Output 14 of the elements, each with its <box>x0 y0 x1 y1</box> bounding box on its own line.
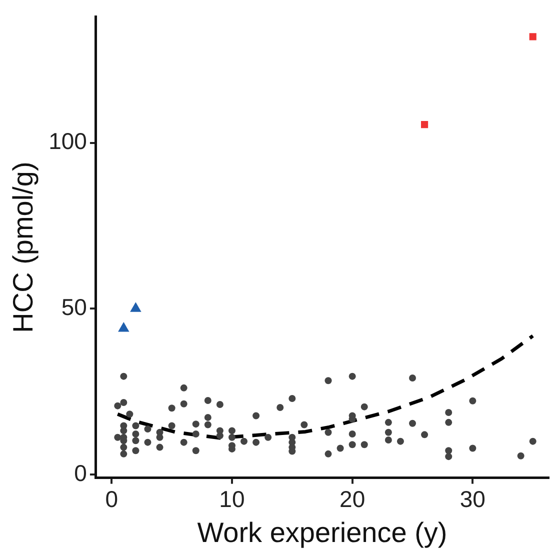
y-axis-title: HCC (pmol/g) <box>8 162 39 333</box>
x-tick-label: 20 <box>340 486 366 512</box>
y-tick-label: 0 <box>74 460 87 486</box>
y-tick-label: 100 <box>48 128 87 154</box>
x-axis-title: Work experience (y) <box>197 516 448 548</box>
y-tick-label: 50 <box>61 294 87 320</box>
line-series <box>116 334 535 440</box>
x-tick-label: 0 <box>105 486 118 512</box>
x-tick-label: 10 <box>219 486 245 512</box>
x-tick-label: 30 <box>460 486 486 512</box>
point <box>118 322 130 332</box>
point <box>130 302 142 312</box>
point <box>421 121 428 128</box>
point <box>529 33 536 40</box>
